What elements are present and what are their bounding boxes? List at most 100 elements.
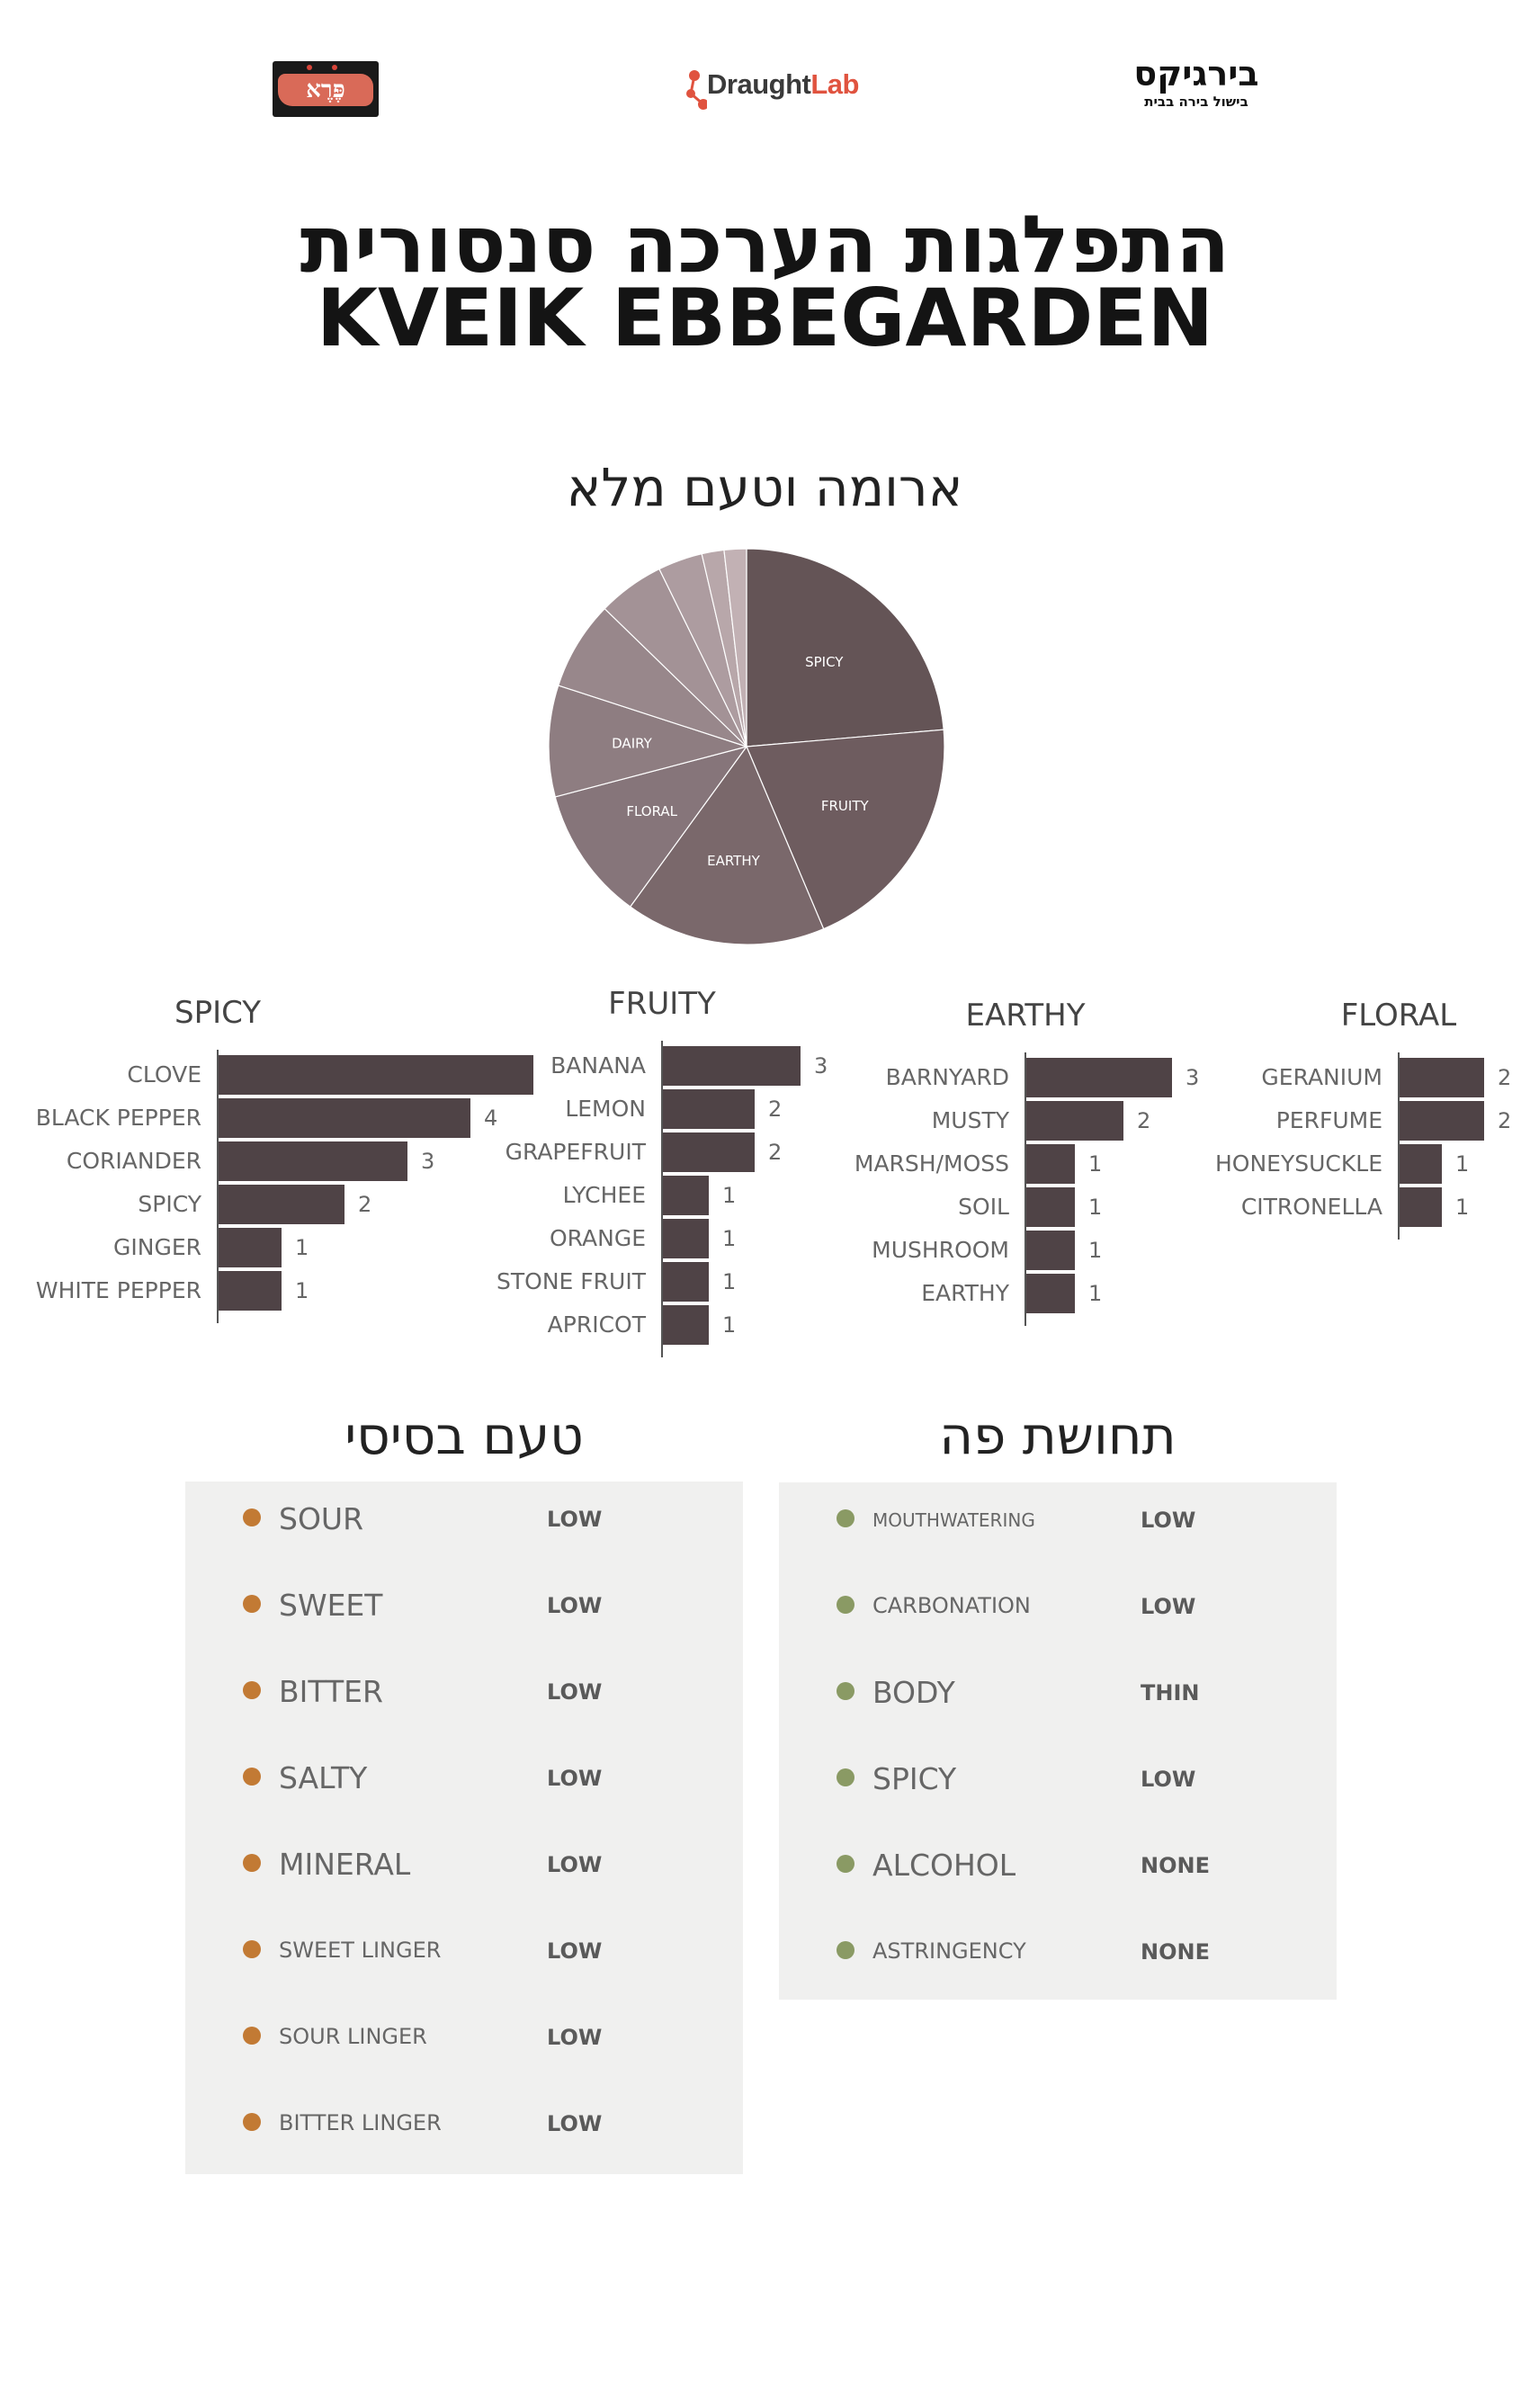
bar-value-label: 1 bbox=[1088, 1281, 1102, 1306]
pie-slice-label: FRUITY bbox=[821, 798, 870, 814]
basic-taste-level: LOW bbox=[547, 2111, 603, 2136]
bullet-dot-icon bbox=[243, 1854, 261, 1872]
mouthfeel-row: SPICY LOW bbox=[779, 1750, 1337, 1804]
mouthfeel-level: NONE bbox=[1141, 1939, 1210, 1965]
pere-logo-text: פֶּרֶא bbox=[306, 76, 345, 103]
bar bbox=[1400, 1101, 1484, 1141]
bar bbox=[1400, 1144, 1442, 1184]
basic-taste-label: SWEET LINGER bbox=[279, 1938, 442, 1964]
bar bbox=[1400, 1187, 1442, 1227]
beergeeks-logo-title: בירגיקס bbox=[1133, 54, 1259, 94]
bullet-dot-icon bbox=[837, 1855, 854, 1873]
bar bbox=[1026, 1187, 1075, 1227]
basic-taste-row: SWEET LOW bbox=[185, 1577, 743, 1631]
bar-value-label: 2 bbox=[1137, 1108, 1150, 1133]
bar bbox=[1026, 1274, 1075, 1313]
mouthfeel-row: ALCOHOL NONE bbox=[779, 1837, 1337, 1891]
basic-taste-row: BITTER LINGER LOW bbox=[185, 2095, 743, 2149]
mouthfeel-label: MOUTHWATERING bbox=[872, 1508, 1035, 1531]
basic-taste-label: BITTER bbox=[279, 1673, 383, 1709]
beergeeks-logo-subtitle: בישול בירה בבית bbox=[1144, 94, 1248, 110]
basic-taste-row: SOUR LINGER LOW bbox=[185, 2009, 743, 2063]
basic-taste-label: SWEET bbox=[279, 1587, 383, 1623]
bar-value-label: 2 bbox=[1498, 1108, 1511, 1133]
bar-category-label: APRICOT bbox=[548, 1311, 647, 1338]
bar-value-label: 1 bbox=[1455, 1151, 1469, 1177]
bar-category-label: WHITE PEPPER bbox=[36, 1277, 201, 1303]
basic-taste-level: LOW bbox=[547, 1507, 603, 1532]
mouthfeel-row: ASTRINGENCY NONE bbox=[779, 1923, 1337, 1977]
bar-category-label: CITRONELLA bbox=[1241, 1194, 1382, 1220]
bar-value-label: 1 bbox=[295, 1278, 309, 1303]
basic-taste-label: SOUR bbox=[279, 1500, 364, 1536]
basic-taste-level: LOW bbox=[547, 2025, 603, 2050]
mouthfeel-level: LOW bbox=[1141, 1508, 1196, 1533]
bar-category-label: EARTHY bbox=[921, 1280, 1010, 1306]
bullet-dot-icon bbox=[243, 2113, 261, 2131]
mouthfeel-title: תחושת פה bbox=[939, 1405, 1177, 1466]
pie-slice bbox=[746, 548, 944, 747]
logo-paint-stroke bbox=[278, 74, 373, 106]
mouthfeel-row: CARBONATION LOW bbox=[779, 1578, 1337, 1632]
mouthfeel-label: ASTRINGENCY bbox=[872, 1938, 1026, 1965]
mouthfeel-level: THIN bbox=[1141, 1680, 1200, 1705]
bullet-dot-icon bbox=[243, 1768, 261, 1786]
earthy-bar-chart: EARTHY BARNYARD 3 MUSTY 2 MARSH/MOSS 1 SOIL 1 MUS… bbox=[854, 998, 1199, 1326]
basic-taste-row: MINERAL LOW bbox=[185, 1836, 743, 1890]
bar-category-label: BLACK PEPPER bbox=[36, 1105, 201, 1131]
bar bbox=[219, 1271, 282, 1311]
bar-category-label: CLOVE bbox=[127, 1061, 201, 1088]
bar-chart-title: SPICY bbox=[174, 995, 261, 1031]
mouthfeel-panel: MOUTHWATERING LOW CARBONATION LOW BODY THIN SP… bbox=[779, 1482, 1337, 2000]
molecule-icon bbox=[686, 70, 707, 110]
bar bbox=[219, 1141, 407, 1181]
bullet-dot-icon bbox=[243, 1940, 261, 1958]
logo-eye-icon bbox=[332, 65, 337, 70]
bar-category-label: MUSHROOM bbox=[872, 1237, 1009, 1263]
basic-taste-label: MINERAL bbox=[279, 1846, 411, 1882]
bar bbox=[663, 1262, 709, 1302]
bar-value-label: 1 bbox=[1455, 1195, 1469, 1220]
bar-value-label: 3 bbox=[814, 1053, 828, 1079]
mouthfeel-level: LOW bbox=[1141, 1767, 1196, 1792]
page-title-hebrew: התפלגות הערכה סנסורית bbox=[300, 198, 1230, 291]
bar-value-label: 1 bbox=[295, 1235, 309, 1260]
basic-taste-title: טעם בסיסי bbox=[344, 1405, 584, 1466]
bar-category-label: PERFUME bbox=[1276, 1107, 1382, 1133]
bar-category-label: GINGER bbox=[113, 1234, 201, 1260]
draughtlab-wordmark: DraughtLab bbox=[707, 68, 859, 100]
bar-value-label: 1 bbox=[722, 1226, 736, 1251]
logo-eye-icon bbox=[307, 65, 312, 70]
bar-category-label: SPICY bbox=[138, 1191, 201, 1217]
basic-taste-level: LOW bbox=[547, 1593, 603, 1618]
bullet-dot-icon bbox=[837, 1509, 854, 1527]
bar bbox=[1026, 1058, 1172, 1097]
pie-slice bbox=[723, 548, 747, 747]
bar-category-label: STONE FRUIT bbox=[497, 1268, 647, 1294]
bullet-dot-icon bbox=[243, 1595, 261, 1613]
draughtlab-logo: DraughtLab bbox=[684, 65, 877, 115]
pie-slice-label: FLORAL bbox=[626, 803, 677, 819]
bar-category-label: MUSTY bbox=[932, 1107, 1010, 1133]
pie-slice bbox=[746, 729, 945, 930]
bar bbox=[663, 1305, 709, 1345]
bullet-dot-icon bbox=[837, 1941, 854, 1959]
aroma-pie-chart: SPICY FRUITY EARTHY FLORAL DAIRY bbox=[548, 548, 945, 945]
bar-category-label: SOIL bbox=[958, 1194, 1009, 1220]
bar-value-label: 1 bbox=[722, 1312, 736, 1338]
mouthfeel-label: ALCOHOL bbox=[872, 1847, 1016, 1883]
bar bbox=[219, 1228, 282, 1267]
bar-value-label: 1 bbox=[1088, 1151, 1102, 1177]
bar bbox=[1026, 1231, 1075, 1270]
bar-category-label: ORANGE bbox=[550, 1225, 646, 1251]
bar bbox=[219, 1055, 533, 1095]
basic-taste-row: SALTY LOW bbox=[185, 1750, 743, 1804]
bar-value-label: 3 bbox=[421, 1149, 434, 1174]
bar bbox=[1026, 1101, 1123, 1141]
bar-category-label: LEMON bbox=[565, 1096, 646, 1122]
pie-slice-label: EARTHY bbox=[707, 853, 761, 869]
spicy-bar-chart: SPICY CLOVE BLACK PEPPER 4 CORIANDER 3 SPICY 2 G… bbox=[36, 995, 533, 1323]
bullet-dot-icon bbox=[837, 1682, 854, 1700]
pie-slice-label: DAIRY bbox=[612, 735, 652, 751]
bullet-dot-icon bbox=[243, 2027, 261, 2045]
